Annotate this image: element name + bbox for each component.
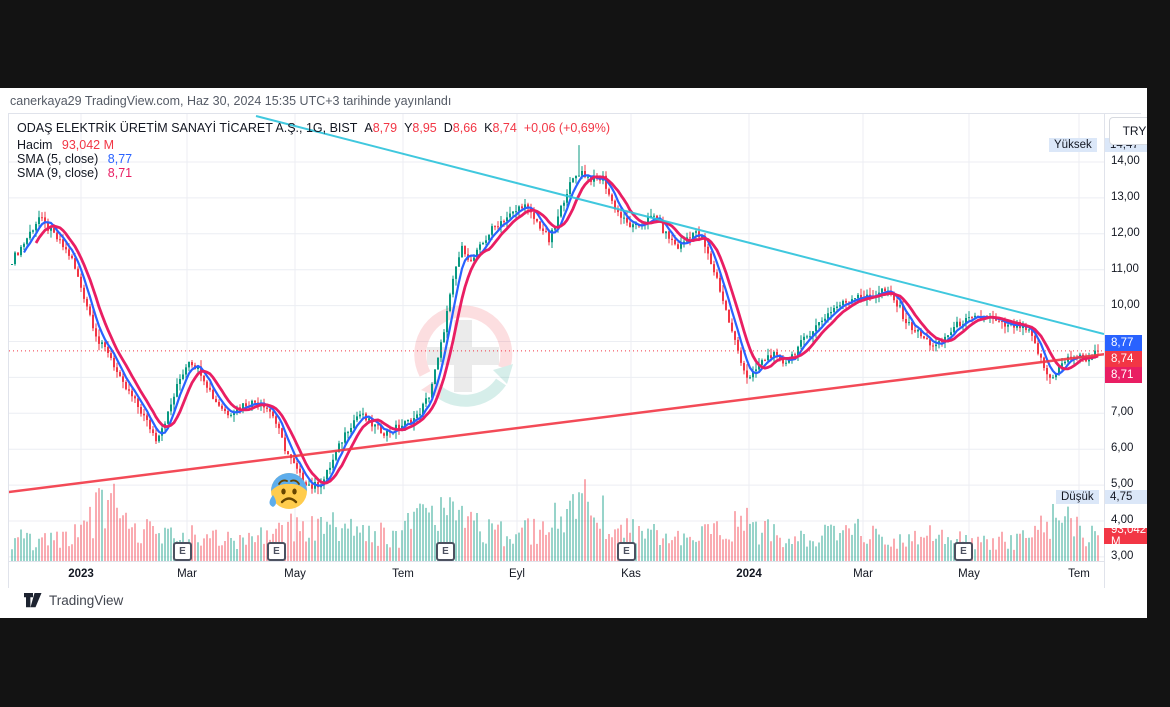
sma9-row: SMA (9, close) 8,71 xyxy=(17,166,610,180)
time-tick: 2023 xyxy=(68,568,94,580)
price-plot[interactable]: ODAŞ ELEKTRİK ÜRETİM SANAYİ TİCARET A.Ş.… xyxy=(9,114,1104,561)
price-label-badge: 8,74 xyxy=(1105,351,1142,367)
tradingview-logo-icon xyxy=(24,593,42,608)
period-high-label: Yüksek xyxy=(1049,138,1097,152)
odas-logo-watermark xyxy=(414,305,513,407)
price-tick: 5,00 xyxy=(1111,478,1134,491)
volume-bars-down xyxy=(17,479,1099,561)
volume-badge: 93,042 M xyxy=(1104,524,1147,548)
price-tick: 7,00 xyxy=(1111,406,1134,419)
ohlc-values: A8,79 Y8,95 D8,66 K8,74 xyxy=(357,121,516,135)
ohlc-val: 8,79 xyxy=(372,121,398,135)
candle-bodies-up xyxy=(11,171,1096,489)
sma5-label: SMA (5, close) xyxy=(17,152,99,166)
price-tick: 3,00 xyxy=(1111,549,1134,562)
sma9-label: SMA (9, close) xyxy=(17,166,99,180)
ohlc-key: A xyxy=(364,121,373,135)
currency-toggle-button[interactable]: TRY xyxy=(1109,117,1147,145)
time-tick: 2024 xyxy=(736,568,762,580)
gridlines xyxy=(9,114,1104,561)
chart-widget: ODAŞ ELEKTRİK ÜRETİM SANAYİ TİCARET A.Ş.… xyxy=(8,113,1147,588)
symbol-row: ODAŞ ELEKTRİK ÜRETİM SANAYİ TİCARET A.Ş.… xyxy=(17,121,610,135)
price-tick: 13,00 xyxy=(1111,190,1140,203)
chart-card: canerkaya29 TradingView.com, Haz 30, 202… xyxy=(0,88,1147,618)
descending-resistance-trendline[interactable] xyxy=(255,115,1104,335)
ohlc-val: 8,74 xyxy=(492,121,517,135)
ohlc-val: 8,66 xyxy=(452,121,478,135)
price-tick: 12,00 xyxy=(1111,226,1140,239)
volume-bars-up xyxy=(11,489,1096,561)
footer: TradingView xyxy=(24,593,123,608)
ohlc-val: 8,95 xyxy=(412,121,437,135)
price-chart-svg[interactable] xyxy=(9,114,1104,561)
volume-row: Hacim 93,042 M xyxy=(17,138,610,152)
tradingview-brand-link[interactable]: TradingView xyxy=(49,593,124,608)
time-axis[interactable]: 2023 Mar May Tem Eyl Kas 2024 Mar May Tem xyxy=(9,561,1104,588)
time-tick: May xyxy=(958,568,980,580)
ohlc-key: K xyxy=(484,121,493,135)
time-tick: May xyxy=(284,568,306,580)
price-tick: 6,00 xyxy=(1111,442,1134,455)
sma5-value: 8,77 xyxy=(107,152,133,166)
price-tick: 14,00 xyxy=(1111,155,1140,167)
earnings-marker[interactable]: E xyxy=(436,542,455,561)
earnings-marker[interactable]: E xyxy=(617,542,636,561)
earnings-marker[interactable]: E xyxy=(267,542,286,561)
sma9-value: 8,71 xyxy=(107,166,133,180)
price-scale[interactable]: 14,0013,0012,0011,0010,009,008,007,006,0… xyxy=(1104,114,1142,588)
ascending-support-trendline[interactable] xyxy=(9,352,1104,494)
time-tick: Eyl xyxy=(509,568,525,580)
period-low-label: Düşük xyxy=(1056,490,1099,504)
time-tick: Mar xyxy=(853,568,873,580)
sma5-line[interactable] xyxy=(23,174,1099,487)
earnings-marker[interactable]: E xyxy=(954,542,973,561)
price-tick: 4,00 xyxy=(1111,514,1134,526)
ohlc-key: Y xyxy=(404,121,413,135)
price-label-badge: 8,77 xyxy=(1105,335,1142,351)
change-value: +0,06 (+0,69%) xyxy=(523,121,610,135)
earnings-marker[interactable]: E xyxy=(173,542,192,561)
volume-label: Hacim xyxy=(17,138,53,152)
anxious-emoji-annotation[interactable] xyxy=(269,473,308,509)
ohlc-key: D xyxy=(443,121,453,135)
period-low-value: 4,75 xyxy=(1105,490,1147,504)
time-tick: Tem xyxy=(1068,568,1090,580)
symbol-title: ODAŞ ELEKTRİK ÜRETİM SANAYİ TİCARET A.Ş.… xyxy=(17,121,358,135)
price-tick: 11,00 xyxy=(1111,262,1139,275)
time-tick: Kas xyxy=(621,568,641,580)
sma9-line[interactable] xyxy=(34,175,1099,485)
sma5-row: SMA (5, close) 8,77 xyxy=(17,152,610,166)
chart-legend: ODAŞ ELEKTRİK ÜRETİM SANAYİ TİCARET A.Ş.… xyxy=(17,121,610,180)
publish-line: canerkaya29 TradingView.com, Haz 30, 202… xyxy=(10,94,452,108)
price-tick: 10,00 xyxy=(1111,298,1140,311)
price-label-badge: 8,71 xyxy=(1105,367,1142,383)
time-tick: Mar xyxy=(177,568,197,580)
volume-value: 93,042 M xyxy=(61,138,115,152)
time-tick: Tem xyxy=(392,568,414,580)
